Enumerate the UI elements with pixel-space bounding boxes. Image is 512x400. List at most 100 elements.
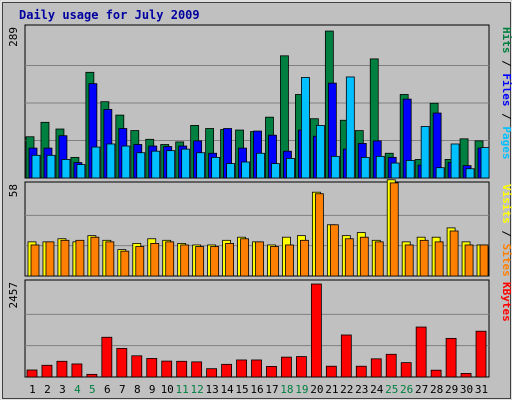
panel-top: 289 Hits / Files / Pages — [7, 24, 512, 179]
bar-kbytes-day-25 — [385, 353, 397, 378]
legend-separator: / — [500, 224, 512, 244]
x-tick-label-day-8: 8 — [134, 383, 141, 396]
bar-sites-day-22 — [344, 238, 354, 277]
y-max-label: 289 — [7, 27, 20, 47]
bar-sites-day-26 — [404, 244, 414, 277]
x-tick-label-day-24: 24 — [370, 383, 384, 396]
x-tick-label-day-4: 4 — [74, 383, 81, 396]
bar-kbytes-day-4 — [71, 363, 83, 378]
x-tick-label-day-9: 9 — [149, 383, 156, 396]
x-tick-label-day-23: 23 — [355, 383, 368, 396]
bar-sites-day-21 — [329, 224, 339, 277]
bar-sites-day-6 — [105, 241, 115, 277]
panel-bottom: 2457 KBytes — [7, 279, 512, 378]
bar-kbytes-day-18 — [281, 356, 292, 378]
legend-separator: / — [500, 54, 512, 74]
bar-sites-day-19 — [300, 239, 309, 277]
legend-separator: / — [500, 107, 512, 127]
bar-sites-day-16 — [255, 241, 264, 277]
bar-pages-day-13 — [211, 156, 221, 179]
bar-sites-day-1 — [30, 244, 40, 277]
bar-pages-day-30 — [465, 168, 475, 179]
bar-kbytes-day-17 — [266, 366, 277, 378]
bar-kbytes-day-8 — [131, 355, 143, 378]
bar-kbytes-day-11 — [176, 360, 188, 378]
bar-pages-day-26 — [405, 160, 415, 179]
legend-files: Files — [500, 73, 512, 106]
x-tick-label-day-6: 6 — [104, 383, 111, 396]
x-tick-label-day-5: 5 — [89, 383, 96, 396]
bar-kbytes-day-31 — [475, 330, 487, 378]
bar-kbytes-day-26 — [400, 362, 412, 378]
bar-pages-day-12 — [196, 152, 206, 179]
bar-pages-day-22 — [345, 76, 355, 179]
bar-pages-day-15 — [241, 161, 250, 179]
bar-kbytes-day-7 — [116, 348, 128, 378]
x-tick-label-day-10: 10 — [161, 383, 174, 396]
bar-kbytes-day-23 — [355, 365, 367, 378]
bar-kbytes-day-6 — [101, 336, 113, 378]
panel-legend: Visits / Sites — [500, 184, 512, 277]
x-tick-label-day-29: 29 — [445, 383, 458, 396]
bar-kbytes-day-15 — [236, 359, 247, 378]
x-tick-label-day-20: 20 — [310, 383, 323, 396]
x-tick-label-day-26: 26 — [400, 383, 413, 396]
bar-sites-day-13 — [210, 246, 220, 277]
bar-sites-day-20 — [314, 193, 324, 277]
legend-visits: Visits — [500, 184, 512, 224]
bar-sites-day-18 — [285, 244, 294, 277]
bar-sites-day-9 — [150, 243, 160, 277]
bar-pages-day-8 — [136, 152, 146, 179]
x-tick-label-day-16: 16 — [250, 383, 263, 396]
bar-sites-day-3 — [60, 239, 70, 277]
bar-kbytes-day-13 — [206, 368, 218, 378]
bar-pages-day-3 — [61, 159, 71, 179]
x-tick-label-day-15: 15 — [235, 383, 248, 396]
bar-sites-day-24 — [374, 241, 384, 277]
bar-pages-day-19 — [301, 77, 310, 179]
bar-kbytes-day-2 — [41, 364, 53, 378]
bar-kbytes-day-29 — [445, 337, 457, 378]
bar-pages-day-18 — [286, 158, 295, 179]
bar-kbytes-day-10 — [161, 360, 173, 378]
chart-title: Daily usage for July 2009 — [19, 8, 200, 22]
bar-pages-day-4 — [76, 164, 86, 179]
bar-sites-day-5 — [90, 236, 100, 277]
chart-panels: 289 Hits / Files / Pages 58 Visits / Sites 2… — [7, 24, 512, 378]
bar-kbytes-day-16 — [251, 359, 262, 378]
x-tick-label-day-22: 22 — [340, 383, 353, 396]
x-tick-label-day-19: 19 — [295, 383, 308, 396]
x-tick-label-day-17: 17 — [265, 383, 278, 396]
bar-pages-day-29 — [450, 143, 460, 179]
bar-pages-day-28 — [435, 167, 445, 179]
bar-pages-day-1 — [31, 154, 41, 179]
bar-sites-day-31 — [479, 244, 489, 277]
bar-sites-day-28 — [434, 241, 444, 277]
bar-sites-day-25 — [389, 182, 399, 277]
bar-pages-day-24 — [375, 155, 385, 179]
bar-kbytes-day-28 — [430, 369, 442, 378]
bar-sites-day-4 — [75, 239, 85, 277]
x-tick-label-day-27: 27 — [415, 383, 428, 396]
bar-kbytes-day-27 — [415, 326, 427, 378]
x-tick-label-day-21: 21 — [325, 383, 338, 396]
bar-kbytes-day-9 — [146, 358, 158, 378]
panel-middle: 58 Visits / Sites — [7, 179, 512, 277]
panel-legend: KBytes — [500, 282, 512, 322]
bar-pages-day-23 — [360, 156, 370, 179]
bar-pages-day-31 — [480, 147, 490, 179]
bar-sites-day-27 — [419, 239, 429, 277]
y-max-label: 58 — [7, 184, 20, 197]
bar-pages-day-10 — [166, 150, 176, 179]
x-tick-label-day-31: 31 — [475, 383, 488, 396]
bar-pages-day-21 — [330, 155, 340, 179]
bar-sites-day-17 — [270, 246, 279, 277]
legend-hits: Hits — [500, 27, 512, 54]
x-tick-label-day-11: 11 — [176, 383, 189, 396]
bar-pages-day-6 — [106, 143, 116, 179]
x-tick-label-day-14: 14 — [220, 383, 234, 396]
x-tick-label-day-30: 30 — [460, 383, 473, 396]
x-tick-label-day-1: 1 — [29, 383, 36, 396]
